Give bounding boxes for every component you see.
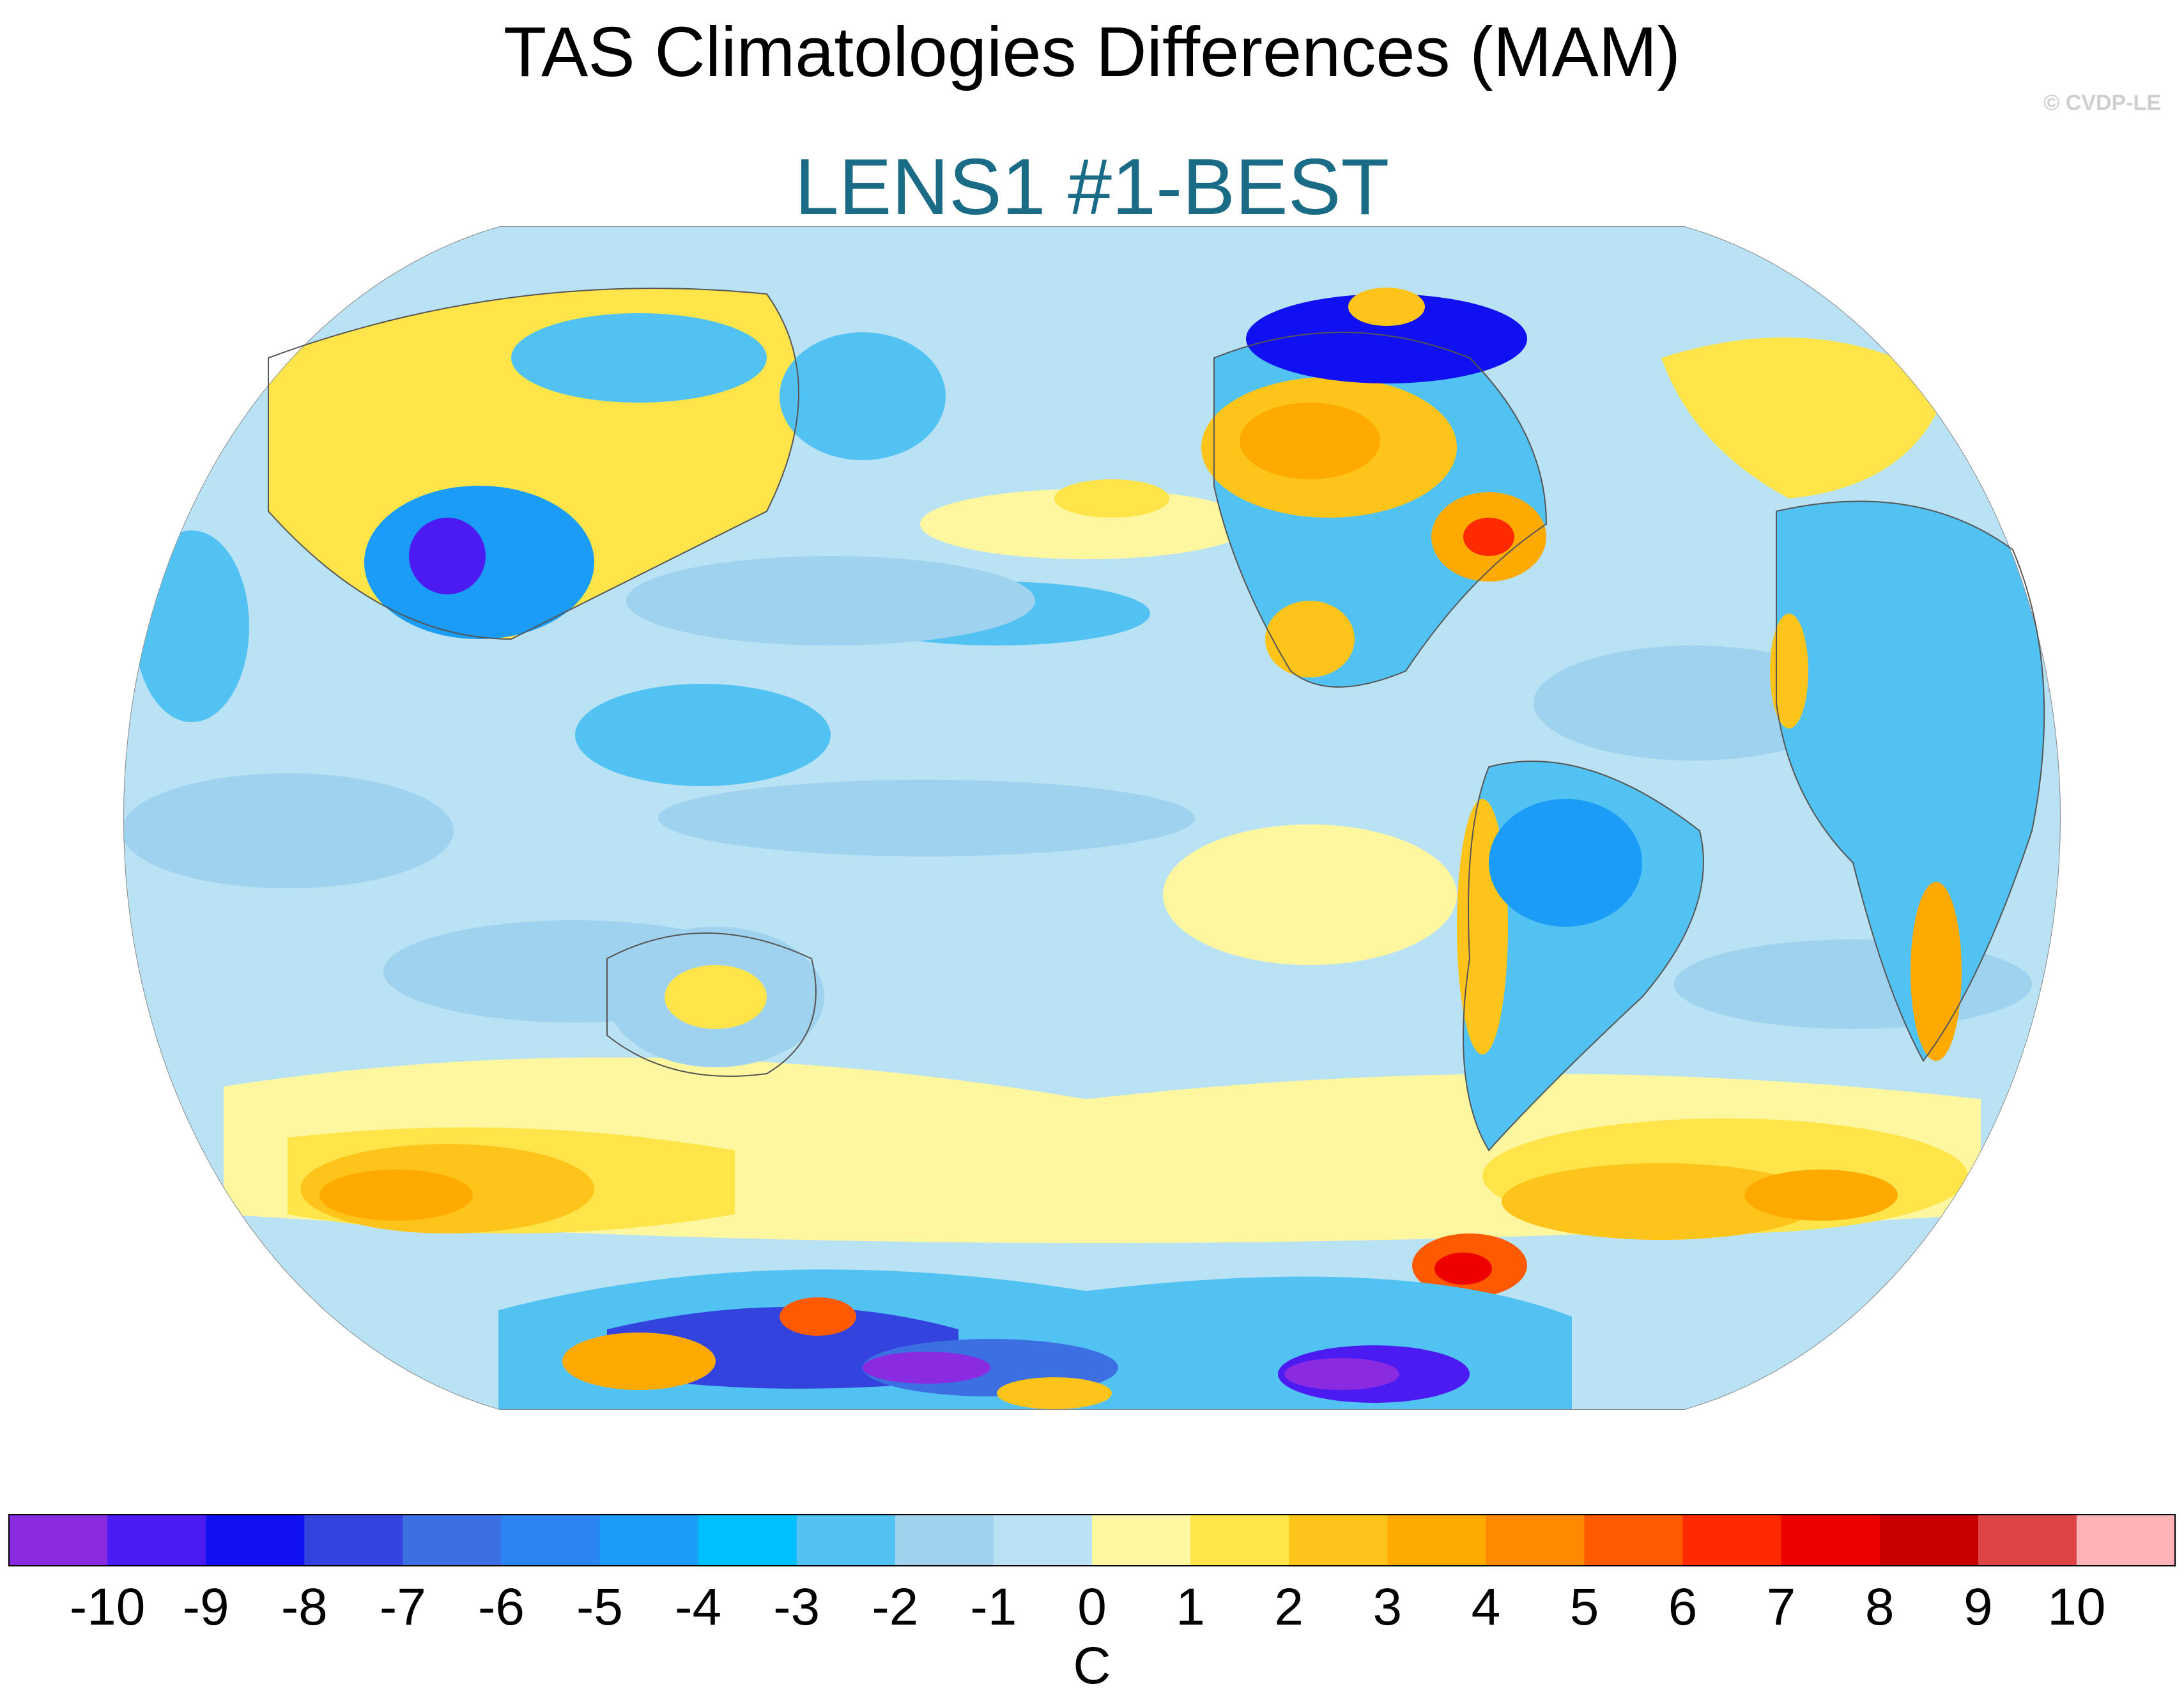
colorbar-tick-label: 3 <box>1373 1578 1403 1636</box>
anomaly-patch <box>319 1170 473 1221</box>
anomaly-patch <box>780 1297 856 1336</box>
anomaly-patch <box>1770 614 1808 729</box>
colorbar-tick-label: -8 <box>281 1578 328 1636</box>
colorbar-swatch <box>1978 1515 2077 1566</box>
colorbar-swatch <box>9 1515 108 1566</box>
colorbar-swatch <box>1486 1515 1585 1566</box>
anomaly-patch <box>1744 1170 1898 1221</box>
anomaly-patch <box>575 684 831 786</box>
anomaly-patch <box>134 530 249 722</box>
colorbar-tick-label: 1 <box>1176 1578 1205 1636</box>
anomaly-patch <box>1265 601 1355 677</box>
colorbar-swatch <box>1190 1515 1289 1566</box>
colorbar-tick-label: 0 <box>1077 1578 1107 1636</box>
anomaly-patch <box>997 1377 1112 1409</box>
colorbar-tick-label: -9 <box>182 1578 229 1636</box>
coastline-south-america <box>1463 761 1704 1152</box>
colorbar <box>8 1514 2176 1566</box>
colorbar-swatch <box>1387 1515 1486 1566</box>
colorbar-swatch <box>403 1515 502 1566</box>
colorbar-tick-label: -1 <box>970 1578 1017 1636</box>
colorbar-tick-label: -2 <box>872 1578 919 1636</box>
colorbar-swatch <box>1682 1515 1782 1566</box>
colorbar-tick-label: 6 <box>1668 1578 1698 1636</box>
anomaly-patch <box>1054 479 1169 518</box>
anomaly-patch <box>626 556 1035 645</box>
colorbar-tick-label: 2 <box>1274 1578 1303 1636</box>
colorbar-swatch <box>698 1515 797 1566</box>
anomaly-patch <box>1463 518 1514 556</box>
coastline-australia <box>606 932 817 1077</box>
colorbar-swatch <box>895 1515 994 1566</box>
anomaly-patch <box>780 332 946 460</box>
coastline-africa <box>1776 500 2045 1062</box>
colorbar-swatch <box>599 1515 699 1566</box>
anomaly-patch <box>409 518 486 594</box>
colorbar-tick-label: 5 <box>1569 1578 1599 1636</box>
colorbar-tick-label: 8 <box>1865 1578 1895 1636</box>
anomaly-patch <box>1661 337 1949 498</box>
colorbar-swatch <box>1289 1515 1388 1566</box>
colorbar-tick-label: -7 <box>379 1578 426 1636</box>
anomaly-patch <box>1489 799 1642 927</box>
anomaly-patch <box>920 489 1252 559</box>
coastlines <box>268 288 2045 1152</box>
anomaly-patch <box>658 780 1195 856</box>
anomaly-patch <box>863 1352 990 1384</box>
colorbar-swatch <box>501 1515 601 1566</box>
colorbar-frame <box>8 1514 2176 1566</box>
map-title: TAS Climatologies Differences (MAM) <box>504 13 1680 91</box>
watermark: © CVDP-LE <box>2043 91 2161 115</box>
colorbar-tick-label: -6 <box>478 1578 525 1636</box>
anomaly-patch <box>1348 288 1425 326</box>
colorbar-tick-label: -5 <box>576 1578 623 1636</box>
anomaly-patch <box>1911 882 1962 1061</box>
anomaly-patch <box>1284 1358 1399 1390</box>
anomaly-patch <box>1246 294 1527 383</box>
anomaly-patch <box>1163 824 1457 965</box>
colorbar-swatch <box>304 1515 403 1566</box>
colorbar-swatch <box>796 1515 896 1566</box>
colorbar-swatch <box>1879 1515 1979 1566</box>
colorbar-tick-label: 4 <box>1471 1578 1501 1636</box>
anomaly-patch <box>1240 403 1380 479</box>
colorbar-swatch <box>1584 1515 1684 1566</box>
anomaly-patch <box>1776 501 2045 1061</box>
world-map <box>123 226 2061 1410</box>
colorbar-swatch <box>1781 1515 1880 1566</box>
colorbar-swatch <box>1092 1515 1191 1566</box>
anomaly-patch <box>124 773 454 888</box>
colorbar-tick-label: -3 <box>773 1578 820 1636</box>
colorbar-tick-label: -10 <box>69 1578 146 1636</box>
anomaly-patch <box>1434 1253 1492 1285</box>
colorbar-swatch <box>206 1515 305 1566</box>
colorbar-swatch <box>2076 1515 2176 1566</box>
coastline-north-america <box>1213 332 1548 688</box>
coastline-eurasia <box>268 288 799 640</box>
colorbar-swatch <box>107 1515 206 1566</box>
colorbar-tick-label: 10 <box>2047 1578 2106 1636</box>
anomaly-patch <box>562 1333 716 1390</box>
colorbar-tick-label: 7 <box>1766 1578 1796 1636</box>
colorbar-unit-label: C <box>1073 1637 1111 1695</box>
anomaly-patch <box>1502 1163 1821 1240</box>
colorbar-tick-label: -4 <box>675 1578 722 1636</box>
anomaly-patch <box>511 313 767 403</box>
colorbar-tick-label: 9 <box>1963 1578 1993 1636</box>
map-subtitle: LENS1 #1-BEST <box>794 143 1390 231</box>
anomaly-patch <box>665 965 767 1029</box>
colorbar-swatch <box>993 1515 1093 1566</box>
